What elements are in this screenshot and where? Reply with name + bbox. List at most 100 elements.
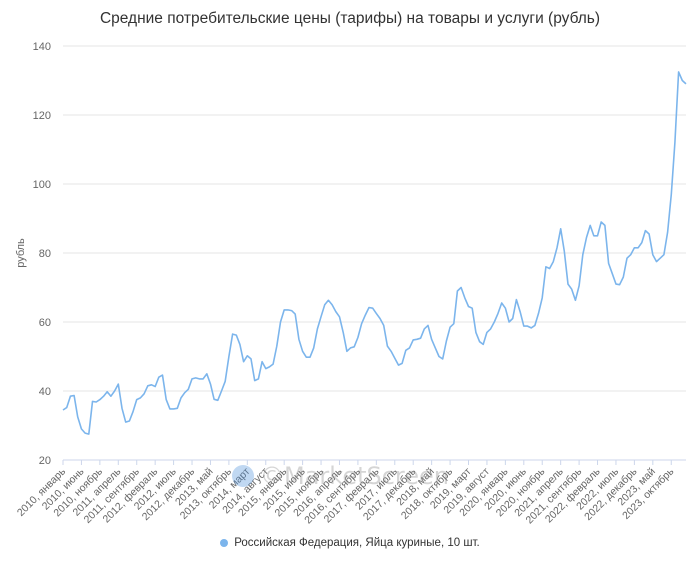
data-point[interactable] bbox=[223, 379, 227, 383]
data-point[interactable] bbox=[326, 298, 330, 302]
data-point[interactable] bbox=[511, 317, 515, 321]
data-point[interactable] bbox=[500, 301, 504, 305]
data-point[interactable] bbox=[94, 400, 98, 404]
data-point[interactable] bbox=[367, 306, 371, 310]
data-point[interactable] bbox=[234, 333, 238, 337]
data-point[interactable] bbox=[245, 354, 249, 358]
data-point[interactable] bbox=[79, 427, 83, 431]
data-point[interactable] bbox=[301, 349, 305, 353]
data-point[interactable] bbox=[448, 325, 452, 329]
data-point[interactable] bbox=[282, 308, 286, 312]
data-point[interactable] bbox=[492, 320, 496, 324]
data-point[interactable] bbox=[655, 260, 659, 264]
data-point[interactable] bbox=[481, 342, 485, 346]
data-point[interactable] bbox=[135, 398, 139, 402]
data-point[interactable] bbox=[216, 398, 220, 402]
data-point[interactable] bbox=[352, 345, 356, 349]
data-point[interactable] bbox=[596, 234, 600, 238]
data-point[interactable] bbox=[544, 265, 548, 269]
data-point[interactable] bbox=[478, 340, 482, 344]
data-point[interactable] bbox=[190, 377, 194, 381]
data-point[interactable] bbox=[610, 272, 614, 276]
data-point[interactable] bbox=[164, 398, 168, 402]
data-point[interactable] bbox=[573, 298, 577, 302]
data-point[interactable] bbox=[371, 306, 375, 310]
data-point[interactable] bbox=[345, 349, 349, 353]
data-point[interactable] bbox=[271, 362, 275, 366]
data-point[interactable] bbox=[621, 275, 625, 279]
data-point[interactable] bbox=[330, 303, 334, 307]
data-point[interactable] bbox=[304, 355, 308, 359]
data-point[interactable] bbox=[658, 256, 662, 260]
data-point[interactable] bbox=[559, 227, 563, 231]
data-point[interactable] bbox=[341, 330, 345, 334]
data-point[interactable] bbox=[109, 394, 113, 398]
data-point[interactable] bbox=[197, 377, 201, 381]
data-point[interactable] bbox=[116, 382, 120, 386]
data-point[interactable] bbox=[555, 246, 559, 250]
data-point[interactable] bbox=[467, 304, 471, 308]
data-point[interactable] bbox=[463, 296, 467, 300]
data-point[interactable] bbox=[337, 315, 341, 319]
data-point[interactable] bbox=[636, 246, 640, 250]
data-point[interactable] bbox=[614, 282, 618, 286]
data-point[interactable] bbox=[632, 246, 636, 250]
data-point[interactable] bbox=[551, 260, 555, 264]
data-point[interactable] bbox=[433, 346, 437, 350]
data-point[interactable] bbox=[146, 384, 150, 388]
data-point[interactable] bbox=[242, 360, 246, 364]
data-point[interactable] bbox=[308, 355, 312, 359]
data-point[interactable] bbox=[264, 367, 268, 371]
data-point[interactable] bbox=[249, 357, 253, 361]
data-point[interactable] bbox=[61, 408, 65, 412]
data-point[interactable] bbox=[76, 415, 80, 419]
data-point[interactable] bbox=[238, 342, 242, 346]
data-point[interactable] bbox=[400, 361, 404, 365]
data-point[interactable] bbox=[334, 310, 338, 314]
data-point[interactable] bbox=[68, 394, 72, 398]
data-point[interactable] bbox=[669, 192, 673, 196]
data-point[interactable] bbox=[525, 324, 529, 328]
data-point[interactable] bbox=[260, 360, 264, 364]
data-point[interactable] bbox=[186, 387, 190, 391]
data-point[interactable] bbox=[378, 317, 382, 321]
data-point[interactable] bbox=[360, 322, 364, 326]
data-point[interactable] bbox=[507, 320, 511, 324]
data-point[interactable] bbox=[514, 298, 518, 302]
data-point[interactable] bbox=[142, 392, 146, 396]
data-point[interactable] bbox=[179, 396, 183, 400]
data-point[interactable] bbox=[562, 249, 566, 253]
data-point[interactable] bbox=[419, 336, 423, 340]
data-point[interactable] bbox=[253, 379, 257, 383]
data-point[interactable] bbox=[87, 432, 91, 436]
data-point[interactable] bbox=[157, 375, 161, 379]
data-point[interactable] bbox=[489, 327, 493, 331]
data-point[interactable] bbox=[149, 383, 153, 387]
data-point[interactable] bbox=[124, 420, 128, 424]
data-point[interactable] bbox=[404, 348, 408, 352]
data-point[interactable] bbox=[592, 234, 596, 238]
data-point[interactable] bbox=[120, 406, 124, 410]
data-point[interactable] bbox=[651, 253, 655, 257]
data-point[interactable] bbox=[503, 306, 507, 310]
data-point[interactable] bbox=[603, 223, 607, 227]
data-point[interactable] bbox=[444, 339, 448, 343]
data-point[interactable] bbox=[522, 324, 526, 328]
data-point[interactable] bbox=[459, 286, 463, 290]
data-point[interactable] bbox=[570, 287, 574, 291]
data-point[interactable] bbox=[319, 315, 323, 319]
data-point[interactable] bbox=[474, 330, 478, 334]
data-point[interactable] bbox=[382, 323, 386, 327]
data-point[interactable] bbox=[205, 372, 209, 376]
data-point[interactable] bbox=[441, 357, 445, 361]
data-point[interactable] bbox=[312, 346, 316, 350]
legend-item[interactable]: Российская Федерация, Яйца куриные, 10 ш… bbox=[220, 537, 480, 549]
data-point[interactable] bbox=[212, 397, 216, 401]
data-point[interactable] bbox=[389, 349, 393, 353]
data-point[interactable] bbox=[422, 327, 426, 331]
data-point[interactable] bbox=[470, 306, 474, 310]
data-point[interactable] bbox=[588, 223, 592, 227]
data-point[interactable] bbox=[643, 229, 647, 233]
data-point[interactable] bbox=[537, 311, 541, 315]
data-point[interactable] bbox=[430, 337, 434, 341]
